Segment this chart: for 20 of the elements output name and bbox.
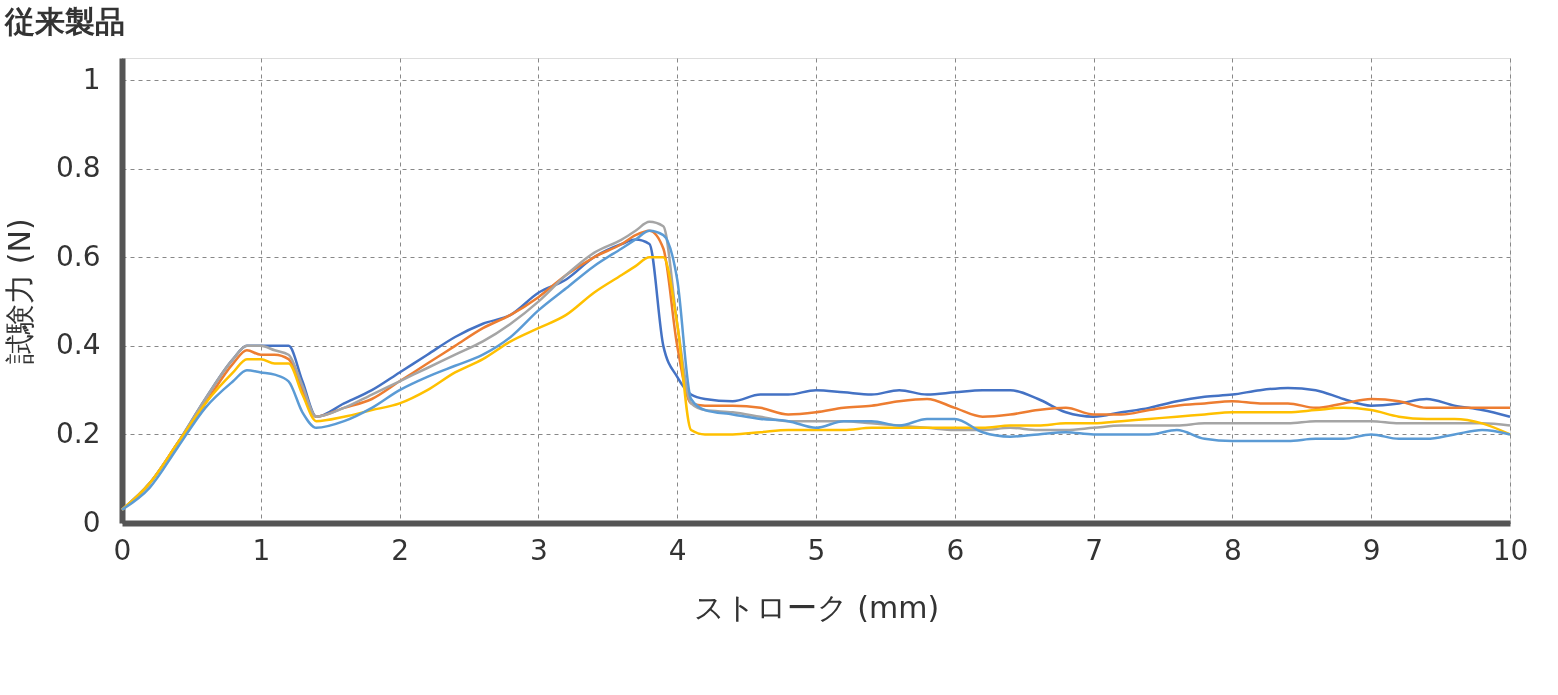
x-tick-label: 4 (668, 533, 687, 567)
x-tick-label: 7 (1085, 533, 1104, 567)
y-axis-title: 試験力 (N) (1, 218, 37, 364)
chart-title: 従来製品 (4, 4, 126, 39)
x-axis-title: ストローク (mm) (693, 589, 940, 625)
x-tick-label: 1 (252, 533, 271, 567)
x-tick-label: 0 (113, 533, 132, 567)
y-tick-label: 0.2 (55, 416, 101, 450)
y-tick-label: 1 (82, 62, 101, 96)
x-tick-label: 10 (1492, 533, 1529, 567)
y-tick-label: 0.8 (55, 151, 101, 185)
y-tick-label: 0.6 (55, 239, 101, 273)
y-tick-label: 0.4 (55, 328, 101, 362)
x-tick-label: 3 (529, 533, 548, 567)
y-tick-label: 0 (82, 505, 101, 539)
x-tick-label: 6 (946, 533, 965, 567)
x-tick-label: 9 (1362, 533, 1381, 567)
x-tick-label: 8 (1223, 533, 1242, 567)
x-tick-label: 2 (391, 533, 410, 567)
x-tick-label: 5 (807, 533, 826, 567)
